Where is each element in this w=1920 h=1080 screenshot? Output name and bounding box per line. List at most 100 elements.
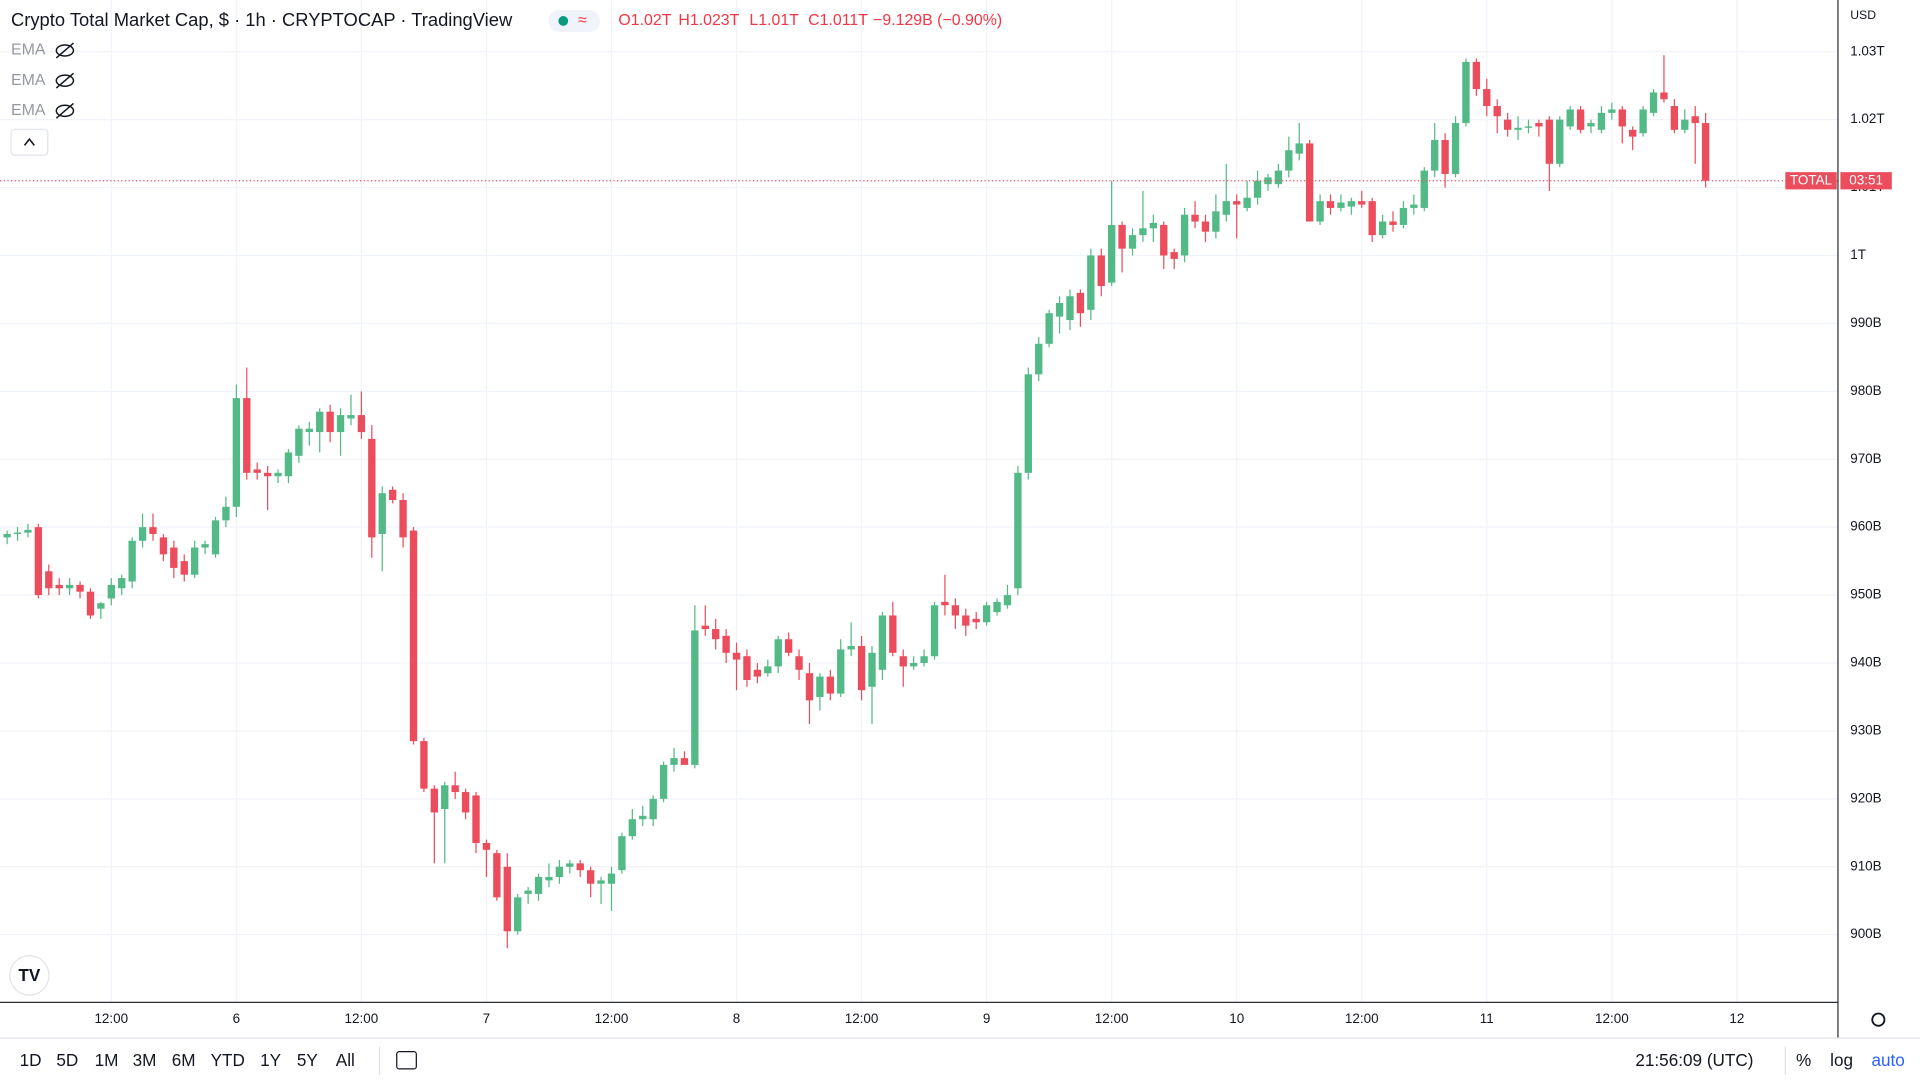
visibility-slash xyxy=(55,72,74,89)
logo[interactable] xyxy=(9,955,50,996)
candle-body xyxy=(899,656,907,667)
candle-body xyxy=(1305,143,1314,222)
candle-body xyxy=(107,584,115,599)
candle-body xyxy=(503,866,511,932)
settings-icon[interactable] xyxy=(1871,1012,1886,1027)
candle-body xyxy=(1170,252,1178,259)
scale-option[interactable]: % xyxy=(1796,1050,1811,1070)
x-tick-label: 11 xyxy=(1480,1011,1494,1026)
candle-body xyxy=(1066,296,1074,321)
x-tick-label: 12:00 xyxy=(1345,1011,1379,1026)
candle-body xyxy=(1524,126,1533,128)
range-button[interactable]: 6M xyxy=(172,1050,196,1070)
candle-body xyxy=(1483,89,1491,107)
candle-body xyxy=(691,630,699,765)
candle-body xyxy=(534,876,543,894)
ohlc-legend: O1.02T xyxy=(618,12,671,29)
x-tick-label: 8 xyxy=(733,1011,740,1026)
range-button[interactable]: 1Y xyxy=(260,1050,281,1070)
candle-body xyxy=(639,815,647,820)
range-button[interactable]: 5Y xyxy=(297,1050,318,1070)
visibility-slash xyxy=(55,42,74,59)
candle-body xyxy=(920,656,928,664)
status-icon: ≈ xyxy=(578,12,587,29)
candle-body xyxy=(1410,204,1418,208)
candle-body xyxy=(253,469,261,473)
candle-body xyxy=(232,398,241,507)
visibility-icon[interactable] xyxy=(55,104,75,118)
candle-body xyxy=(1274,170,1283,185)
clock[interactable]: 21:56:09 (UTC) xyxy=(1635,1050,1753,1070)
candle-body xyxy=(1347,201,1356,207)
indicator-label: EMA xyxy=(11,42,46,59)
candle-body xyxy=(1097,255,1105,287)
candle-body xyxy=(514,897,522,932)
candle-body xyxy=(1420,170,1428,208)
range-button[interactable]: 1M xyxy=(95,1050,119,1070)
candle-body xyxy=(1253,180,1262,198)
candle-body xyxy=(1128,235,1137,249)
range-button[interactable]: All xyxy=(336,1050,355,1070)
x-tick-label: 12:00 xyxy=(595,1011,629,1026)
candle-body xyxy=(24,529,32,533)
candles xyxy=(0,55,1838,949)
grid xyxy=(0,0,1838,1003)
candle-body xyxy=(816,676,824,697)
candle-body xyxy=(597,880,605,884)
candle-body xyxy=(1691,116,1699,124)
candle-body xyxy=(263,472,272,477)
visibility-icon[interactable] xyxy=(55,74,75,87)
candle-body xyxy=(743,656,751,680)
candle-body xyxy=(1545,119,1553,164)
candle-body xyxy=(34,527,43,596)
candle-body xyxy=(399,499,407,538)
candle-body xyxy=(1701,123,1710,181)
y-tick-label: 950B xyxy=(1850,587,1881,602)
candle-body xyxy=(555,866,564,877)
candle-body xyxy=(618,836,626,871)
candle-body xyxy=(753,669,762,677)
currency-label[interactable]: USD xyxy=(1850,8,1876,22)
y-tick-label: 920B xyxy=(1850,790,1881,805)
range-button[interactable]: YTD xyxy=(211,1050,245,1070)
candle-body xyxy=(128,540,136,582)
y-tick-label: 990B xyxy=(1850,315,1881,330)
y-tick-label: 900B xyxy=(1850,926,1881,941)
last-price-countdown xyxy=(1840,172,1892,190)
logo-mark: TV xyxy=(18,965,40,985)
visibility-icon[interactable] xyxy=(55,44,75,57)
candle-body xyxy=(347,415,355,419)
candle-body xyxy=(1368,201,1376,236)
candle-body xyxy=(3,533,11,538)
range-button[interactable]: 3M xyxy=(133,1050,157,1070)
range-button[interactable]: 1D xyxy=(20,1050,42,1070)
ohlc-legend: H1.023T xyxy=(678,12,739,29)
collapse-button[interactable] xyxy=(10,128,49,156)
candle-body xyxy=(722,635,730,653)
candle-body xyxy=(1087,255,1095,310)
last-price-tag xyxy=(1785,172,1837,190)
range-button[interactable]: 5D xyxy=(56,1050,78,1070)
candle-body xyxy=(118,578,126,589)
candle-body xyxy=(180,561,188,575)
candle-body xyxy=(1191,214,1199,222)
status-badge xyxy=(548,9,600,33)
candle-body xyxy=(1441,140,1449,174)
candle-body xyxy=(847,646,855,650)
candle-body xyxy=(826,676,834,694)
candle-body xyxy=(409,530,418,742)
candle-body xyxy=(211,520,220,555)
scale-option[interactable]: auto xyxy=(1871,1050,1904,1070)
candle-body xyxy=(222,506,230,521)
scale-option[interactable]: log xyxy=(1830,1050,1853,1070)
date-range-icon[interactable] xyxy=(396,1051,417,1070)
candle-body xyxy=(65,584,74,589)
candle-body xyxy=(795,656,803,670)
candle-body xyxy=(170,547,178,568)
chart-title: Crypto Total Market Cap, $ · 1h · CRYPTO… xyxy=(11,9,513,30)
candle-body xyxy=(962,615,970,626)
candle-body xyxy=(1212,211,1220,232)
y-tick-label: 1.02T xyxy=(1850,111,1884,126)
candle-body xyxy=(784,639,793,653)
